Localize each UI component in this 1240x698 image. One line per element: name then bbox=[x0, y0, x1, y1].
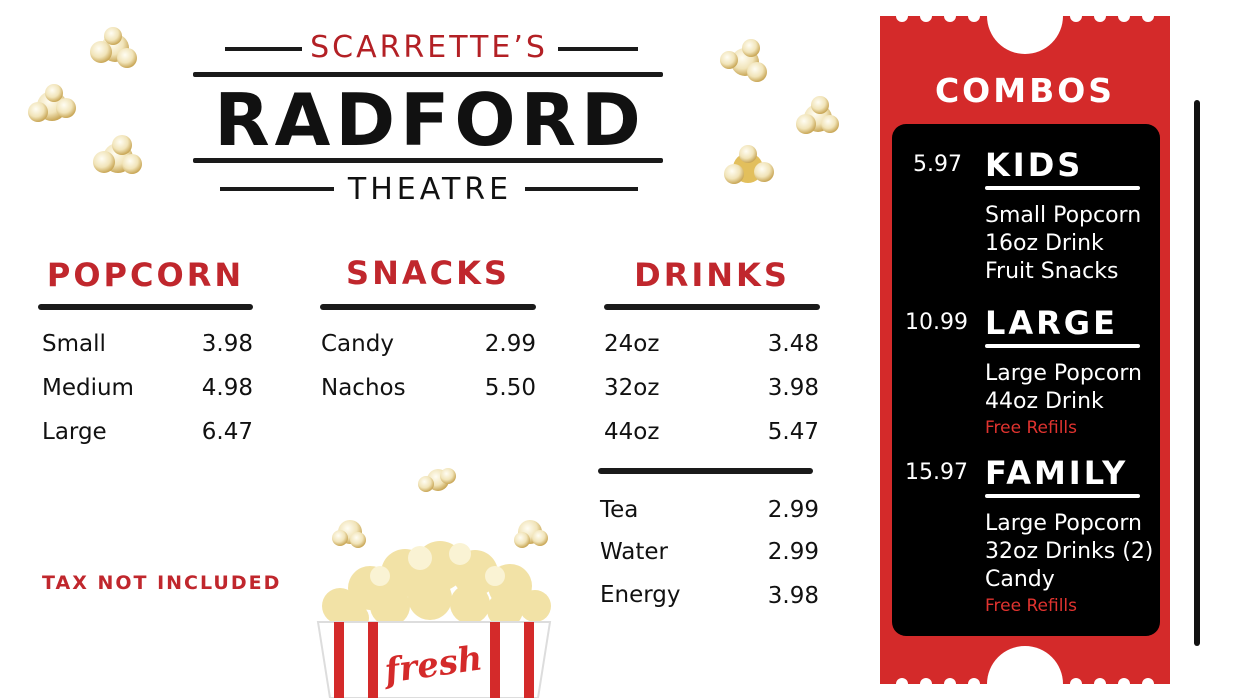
popcorn-kernel-icon bbox=[796, 96, 839, 134]
drinks-item-name: 24oz bbox=[604, 331, 660, 357]
popcorn-heading: POPCORN bbox=[46, 256, 245, 294]
ticket-perforation bbox=[944, 678, 956, 684]
ticket-perforation bbox=[920, 678, 932, 684]
popcorn-item-name: Medium bbox=[42, 375, 134, 401]
combo-content: Large Popcorn bbox=[985, 511, 1142, 536]
ticket-perforation bbox=[1094, 16, 1106, 22]
drinks-heading: DRINKS bbox=[634, 256, 790, 294]
popcorn-item-price: 3.98 bbox=[201, 331, 253, 357]
header-rule-bottom-left bbox=[220, 187, 334, 191]
popcorn-item-price: 4.98 bbox=[201, 375, 253, 401]
popcorn-kernel-icon bbox=[93, 135, 142, 174]
drinks-heading-rule bbox=[604, 304, 820, 310]
ticket-perforation bbox=[1118, 678, 1130, 684]
drinks-extra-item-name: Energy bbox=[600, 582, 681, 608]
tax-note: TAX NOT INCLUDED bbox=[42, 572, 282, 594]
combo-content: Fruit Snacks bbox=[985, 259, 1119, 284]
ticket-notch-bottom bbox=[987, 646, 1063, 684]
combo-price: 10.99 bbox=[905, 310, 968, 335]
ticket-notch-top bbox=[987, 16, 1063, 54]
ticket-perforation bbox=[896, 16, 908, 22]
ticket-perforation bbox=[1118, 16, 1130, 22]
right-edge-rule bbox=[1194, 100, 1200, 646]
popcorn-box-image: fresh bbox=[316, 541, 552, 698]
ticket-perforation bbox=[944, 16, 956, 22]
brand-main-title: RADFORD bbox=[214, 78, 646, 162]
drinks-divider-rule bbox=[598, 468, 813, 474]
popcorn-heading-rule bbox=[38, 304, 253, 310]
drinks-item-name: 44oz bbox=[604, 419, 660, 445]
drinks-extra-item-price: 3.98 bbox=[767, 583, 819, 609]
ticket-perforation bbox=[968, 16, 980, 22]
snacks-heading-rule bbox=[320, 304, 536, 310]
popcorn-kernel-icon bbox=[90, 27, 137, 68]
combo-name: LARGE bbox=[985, 304, 1118, 342]
snacks-item-name: Nachos bbox=[321, 375, 406, 401]
combo-content: 16oz Drink bbox=[985, 231, 1104, 256]
drinks-item-price: 3.48 bbox=[767, 331, 819, 357]
ticket-perforation bbox=[1070, 16, 1082, 22]
ticket-perforation bbox=[1142, 16, 1154, 22]
combo-refill-note: Free Refills bbox=[985, 596, 1077, 616]
drinks-item-name: 32oz bbox=[604, 375, 660, 401]
snacks-item-price: 2.99 bbox=[484, 331, 536, 357]
ticket-perforation bbox=[896, 678, 908, 684]
drinks-item-price: 5.47 bbox=[767, 419, 819, 445]
popcorn-item-name: Small bbox=[42, 331, 106, 357]
combo-name: KIDS bbox=[985, 146, 1084, 184]
combo-name-rule bbox=[985, 186, 1140, 190]
drinks-extra-item-name: Water bbox=[600, 539, 668, 565]
drinks-extra-item-name: Tea bbox=[600, 497, 639, 523]
combo-content: Candy bbox=[985, 567, 1055, 592]
header-rule-top-left bbox=[225, 47, 302, 51]
snacks-heading: SNACKS bbox=[346, 254, 510, 292]
snacks-item-price: 5.50 bbox=[484, 375, 536, 401]
brand-sub-text: THEATRE bbox=[347, 172, 513, 207]
combo-content: Small Popcorn bbox=[985, 203, 1142, 228]
combos-ticket: COMBOS 5.97 KIDS Small Popcorn 16oz Drin… bbox=[880, 16, 1170, 684]
combos-heading: COMBOS bbox=[934, 71, 1116, 110]
popcorn-item-price: 6.47 bbox=[201, 419, 253, 445]
header-rule-upper bbox=[193, 72, 663, 77]
ticket-perforation bbox=[1070, 678, 1082, 684]
popcorn-kernel-icon bbox=[332, 520, 366, 548]
ticket-perforation bbox=[1094, 678, 1106, 684]
combo-content: 44oz Drink bbox=[985, 389, 1104, 414]
combo-refill-note: Free Refills bbox=[985, 418, 1077, 438]
popcorn-kernel-icon bbox=[418, 468, 456, 492]
ticket-perforation bbox=[920, 16, 932, 22]
combos-panel: 5.97 KIDS Small Popcorn 16oz Drink Fruit… bbox=[892, 124, 1160, 636]
combo-price: 5.97 bbox=[913, 152, 962, 177]
header-rule-lower bbox=[193, 158, 663, 163]
combo-content: 32oz Drinks (2) bbox=[985, 539, 1154, 564]
combo-name-rule bbox=[985, 344, 1140, 348]
brand-top-text: SCARRETTE’S bbox=[310, 30, 548, 65]
combo-price: 15.97 bbox=[905, 460, 968, 485]
drinks-extra-item-price: 2.99 bbox=[767, 539, 819, 565]
popcorn-kernel-icon bbox=[724, 145, 774, 184]
combo-name: FAMILY bbox=[985, 454, 1129, 492]
drinks-item-price: 3.98 bbox=[767, 375, 819, 401]
popcorn-kernel-icon bbox=[720, 39, 767, 82]
popcorn-item-name: Large bbox=[42, 419, 107, 445]
combo-content: Large Popcorn bbox=[985, 361, 1142, 386]
ticket-perforation bbox=[968, 678, 980, 684]
header-rule-top-right bbox=[558, 47, 638, 51]
drinks-extra-item-price: 2.99 bbox=[767, 497, 819, 523]
popcorn-kernel-icon bbox=[514, 520, 548, 548]
snacks-item-name: Candy bbox=[321, 331, 394, 357]
header-rule-bottom-right bbox=[525, 187, 638, 191]
combo-name-rule bbox=[985, 494, 1140, 498]
ticket-perforation bbox=[1142, 678, 1154, 684]
popcorn-kernel-icon bbox=[28, 84, 76, 122]
